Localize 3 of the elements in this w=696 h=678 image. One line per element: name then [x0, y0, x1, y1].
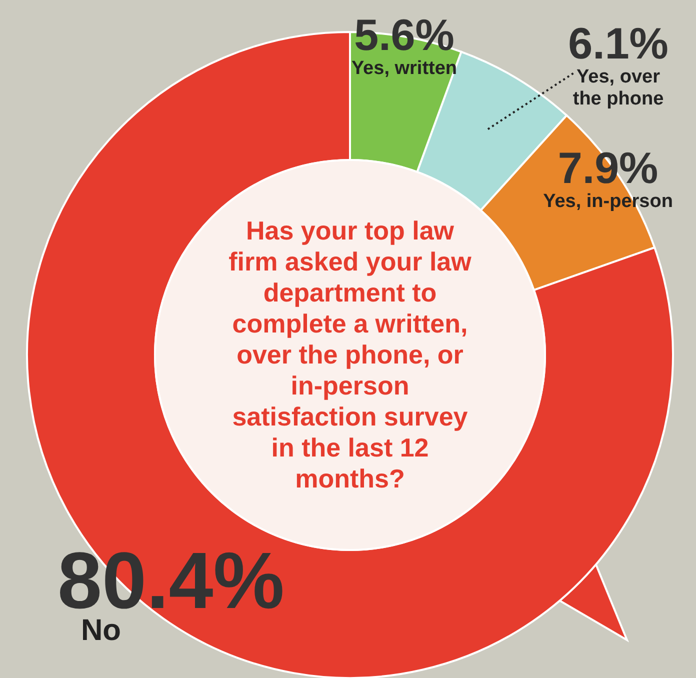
slice-label: Yes, over the phone	[572, 66, 664, 110]
data-label: 6.1%	[568, 19, 668, 68]
chart-title: Has your top law firm asked your law department to complete a written, over the phone, or in-person satisfaction survey in the last 12 months?	[228, 216, 472, 494]
